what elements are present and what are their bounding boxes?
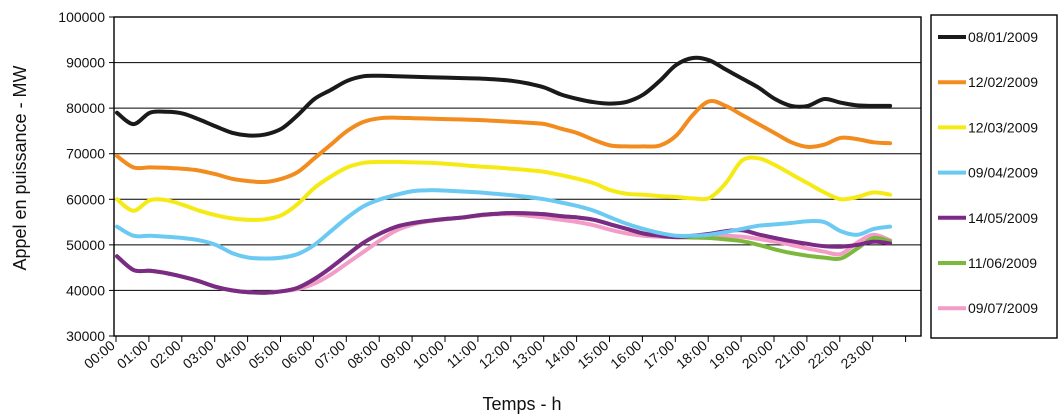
x-tick-label: 12:00	[476, 337, 513, 372]
legend-box	[930, 14, 1058, 339]
legend-label: 14/05/2009	[968, 210, 1038, 226]
y-tick-label: 50000	[66, 237, 105, 253]
x-tick-label: 06:00	[278, 337, 315, 372]
series-lines	[115, 55, 893, 295]
y-tick-label: 40000	[66, 282, 105, 298]
legend-label: 09/07/2009	[968, 300, 1038, 316]
x-tick-label: 22:00	[805, 337, 842, 372]
x-tick-label: 14:00	[541, 337, 578, 372]
y-tick-label: 30000	[66, 328, 105, 344]
legend-label: 12/02/2009	[968, 74, 1038, 90]
x-tick-label: 17:00	[640, 337, 677, 372]
y-axis-title: Appel en puissance - MW	[10, 65, 30, 270]
plot-frame	[113, 16, 922, 337]
x-tick-label: 16:00	[607, 337, 644, 372]
series-line-12/03/2009	[115, 155, 893, 222]
x-tick-label: 09:00	[377, 337, 414, 372]
y-tick-label: 90000	[66, 55, 105, 71]
x-tick-label: 21:00	[772, 337, 809, 372]
x-tick-label: 23:00	[837, 337, 874, 372]
x-axis-title: Temps - h	[482, 394, 561, 414]
y-tick-label: 80000	[66, 100, 105, 116]
plot-area	[113, 16, 922, 337]
series-line-14/05/2009	[115, 210, 893, 295]
legend-label: 12/03/2009	[968, 119, 1038, 135]
legend-label: 09/04/2009	[968, 165, 1038, 181]
x-tick-label: 05:00	[245, 337, 282, 372]
x-tick-label: 18:00	[673, 337, 710, 372]
series-line-09/04/2009	[115, 188, 893, 261]
legend-label: 08/01/2009	[968, 29, 1038, 45]
x-tick-label: 15:00	[574, 337, 611, 372]
series-line-08/01/2009	[115, 55, 893, 138]
series-line-12/02/2009	[115, 98, 893, 185]
x-tick-label: 01:00	[114, 337, 151, 372]
x-tick-label: 13:00	[508, 337, 545, 372]
y-axis-ticks: 30000 40000 50000 60000 70000 80000 90000 10000…	[58, 9, 114, 344]
y-tick-label: 100000	[58, 9, 105, 25]
x-tick-label: 10:00	[410, 337, 447, 372]
gridlines	[114, 62, 921, 291]
x-tick-label: 03:00	[179, 337, 216, 372]
x-tick-label: 20:00	[739, 337, 776, 372]
x-tick-label: 02:00	[147, 337, 184, 372]
x-axis-ticks: 00:0001:0002:0003:0004:0005:0006:0007:00…	[81, 336, 907, 372]
legend-label: 11/06/2009	[968, 255, 1037, 271]
legend: 08/01/2009 12/02/2009 12/03/2009 09/04/2009…	[930, 14, 1058, 339]
x-tick-label: 11:00	[443, 337, 479, 371]
x-tick-label: 07:00	[311, 337, 348, 372]
y-tick-label: 60000	[66, 191, 105, 207]
x-tick-label: 08:00	[344, 337, 381, 372]
x-tick-label: 04:00	[212, 337, 249, 372]
y-tick-label: 70000	[66, 146, 105, 162]
x-tick-label: 19:00	[706, 337, 743, 372]
